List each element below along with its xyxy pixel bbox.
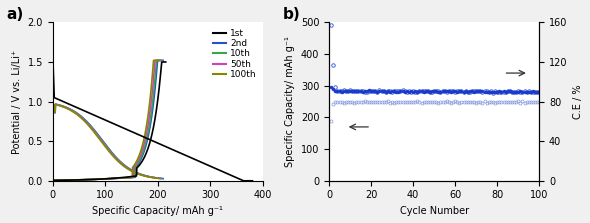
Y-axis label: C.E / %: C.E / % <box>573 84 583 119</box>
Text: a): a) <box>6 7 24 22</box>
X-axis label: Cycle Number: Cycle Number <box>399 206 468 216</box>
Y-axis label: Specific Capacity/ mAh g⁻¹: Specific Capacity/ mAh g⁻¹ <box>285 36 295 167</box>
Text: b): b) <box>283 7 300 22</box>
Y-axis label: Potential / V vs. Li/Li⁺: Potential / V vs. Li/Li⁺ <box>12 50 22 154</box>
Legend: 1st, 2nd, 10th, 50th, 100th: 1st, 2nd, 10th, 50th, 100th <box>211 27 258 81</box>
X-axis label: Specific Capacity/ mAh g⁻¹: Specific Capacity/ mAh g⁻¹ <box>93 206 223 216</box>
